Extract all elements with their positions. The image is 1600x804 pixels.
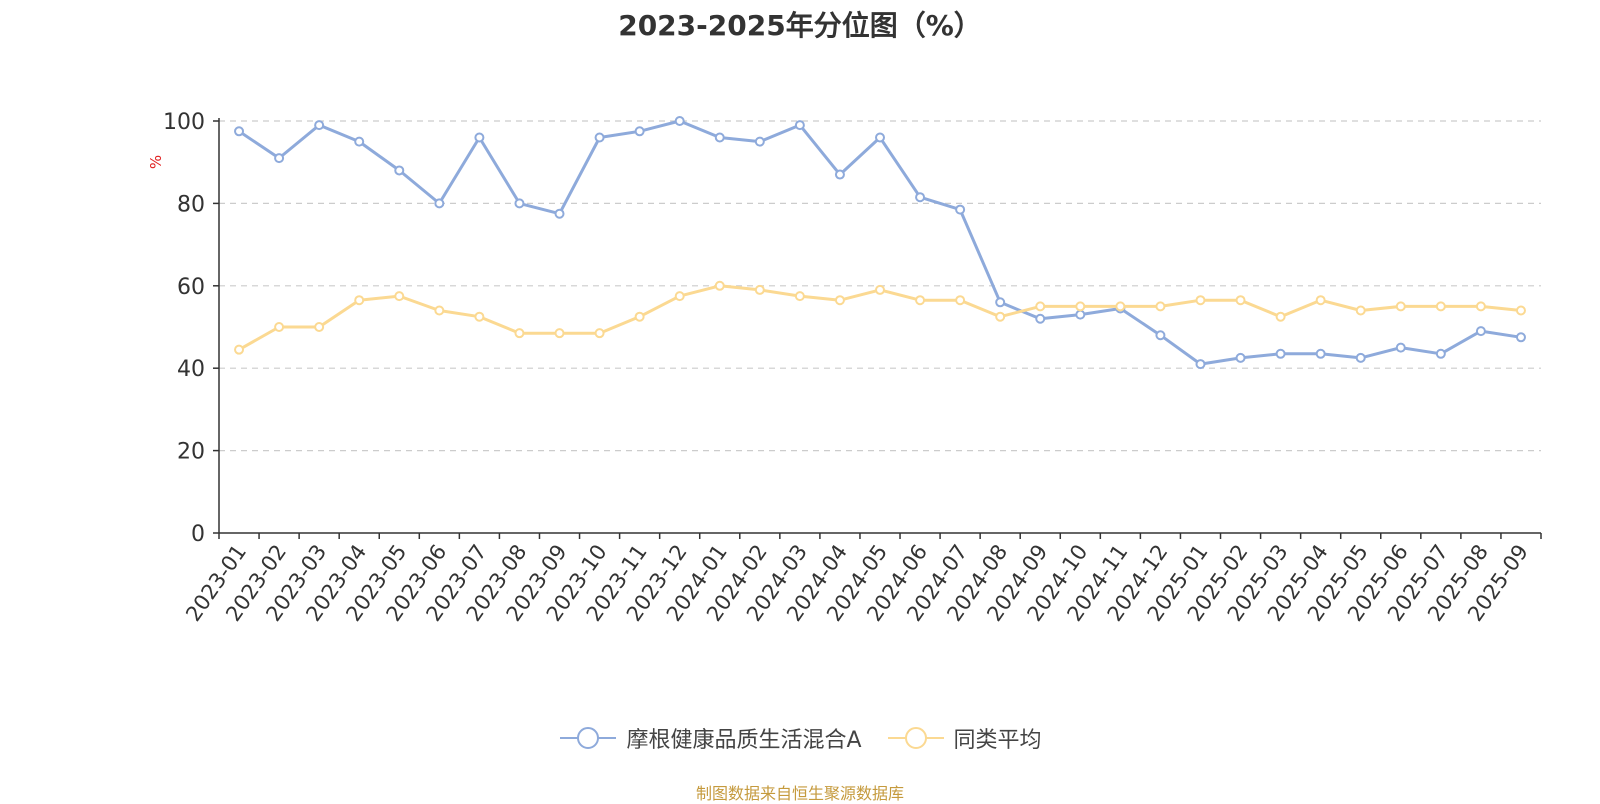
series-1-point-4 (394, 291, 405, 302)
series-1-point-18 (955, 295, 966, 306)
series-line-1 (238, 284, 1522, 352)
series-0-point-21 (1075, 309, 1086, 320)
series-1-point-6 (474, 311, 485, 322)
series-1-point-27 (1315, 295, 1326, 306)
series-1-point-25 (1235, 295, 1246, 306)
chart-title: 2023-2025年分位图（%） (618, 9, 982, 42)
series-group (234, 116, 1526, 370)
series-0-point-15 (834, 169, 845, 180)
legend: 摩根健康品质生活混合A 同类平均 (0, 722, 1600, 754)
series-0-point-10 (634, 126, 645, 137)
series-0-point-2 (314, 120, 325, 131)
y-tick-label-4: 80 (177, 192, 205, 217)
series-1-point-20 (1035, 301, 1046, 312)
series-0-point-11 (674, 116, 685, 126)
legend-item-series-0[interactable]: 摩根健康品质生活混合A (558, 722, 862, 754)
series-1-point-26 (1275, 311, 1286, 322)
series-0-point-31 (1475, 326, 1486, 337)
series-1-point-7 (514, 328, 525, 339)
legend-label-1: 同类平均 (953, 728, 1042, 753)
series-1-point-17 (915, 295, 926, 306)
series-1-point-15 (834, 295, 845, 306)
data-source-note: 制图数据来自恒生聚源数据库 (695, 784, 904, 803)
series-1-point-5 (434, 305, 445, 316)
y-axis-label: % (147, 155, 165, 169)
series-1-point-29 (1395, 301, 1406, 312)
series-1-point-14 (794, 291, 805, 302)
series-0-point-17 (915, 192, 926, 203)
series-0-point-28 (1355, 352, 1366, 363)
series-0-point-25 (1235, 352, 1246, 363)
line-chart: 0 20 40 60 80 100 2023-012023-022023-032023-0… (147, 110, 1542, 626)
legend-label-0: 摩根健康品质生活混合A (626, 728, 862, 753)
series-0-point-3 (354, 136, 365, 147)
series-0-point-30 (1435, 348, 1446, 359)
series-0-point-7 (514, 198, 525, 209)
series-1-point-22 (1115, 301, 1126, 312)
legend-swatch-0-icon (560, 727, 617, 749)
series-1-point-1 (274, 322, 285, 332)
series-1-point-19 (995, 311, 1006, 322)
series-0-point-9 (594, 132, 605, 143)
series-1-point-32 (1515, 305, 1526, 316)
series-1-point-11 (674, 291, 685, 302)
legend-swatch-1-icon (887, 727, 944, 749)
y-tick-label-0: 0 (191, 522, 205, 547)
y-tick-label-1: 20 (177, 440, 205, 465)
series-0-point-19 (995, 297, 1006, 308)
y-tick-label-5: 100 (163, 110, 205, 135)
series-1-point-24 (1195, 295, 1206, 306)
series-0-point-8 (554, 208, 565, 219)
y-axis-ticks: 0 20 40 60 80 100 (163, 110, 219, 547)
series-0-point-23 (1155, 330, 1166, 341)
series-1-point-2 (314, 322, 325, 332)
series-1-point-28 (1355, 305, 1366, 316)
series-0-point-13 (754, 136, 765, 147)
series-1-point-10 (634, 311, 645, 322)
y-tick-label-2: 40 (177, 357, 205, 382)
series-1-point-30 (1435, 301, 1446, 312)
series-0-point-16 (875, 132, 885, 143)
series-1-point-12 (714, 280, 725, 291)
series-0-point-29 (1395, 342, 1406, 353)
series-1-point-31 (1475, 301, 1486, 312)
series-1-point-13 (754, 284, 765, 295)
y-tick-label-3: 60 (177, 275, 205, 300)
series-0-point-4 (394, 165, 405, 176)
series-1-point-23 (1155, 301, 1166, 312)
series-0-point-14 (794, 120, 805, 131)
series-0-point-0 (234, 126, 245, 137)
series-0-point-6 (474, 132, 485, 143)
series-1-point-3 (354, 295, 365, 306)
series-0-point-18 (955, 204, 966, 215)
series-0-point-12 (714, 132, 725, 143)
series-0-point-5 (434, 198, 445, 209)
series-0-point-20 (1035, 313, 1046, 324)
x-axis-ticks: 2023-012023-022023-032023-042023-052023-… (181, 533, 1542, 626)
series-0-point-27 (1315, 348, 1326, 359)
axes (218, 118, 1541, 534)
series-1-point-9 (594, 328, 605, 339)
series-0-point-26 (1275, 348, 1286, 359)
series-0-point-24 (1195, 359, 1206, 370)
series-0-point-32 (1515, 332, 1526, 343)
series-line-0 (238, 119, 1522, 366)
series-1-point-21 (1075, 301, 1086, 312)
series-0-point-1 (274, 153, 285, 164)
series-1-point-0 (234, 344, 245, 355)
series-1-point-16 (875, 284, 885, 295)
legend-item-series-1[interactable]: 同类平均 (886, 722, 1042, 754)
series-1-point-8 (554, 328, 565, 339)
